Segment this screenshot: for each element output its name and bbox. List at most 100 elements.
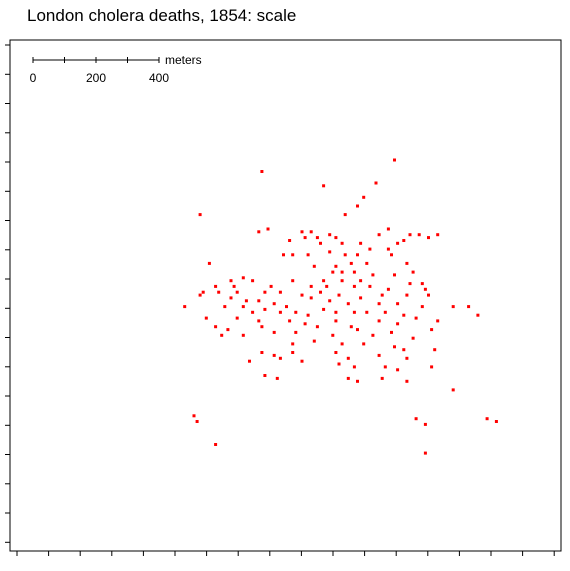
death-point <box>223 305 227 309</box>
death-point <box>183 305 187 309</box>
death-point <box>451 305 455 309</box>
death-point <box>266 227 270 231</box>
death-point <box>380 376 384 380</box>
death-point <box>411 336 415 340</box>
death-point <box>217 290 221 294</box>
death-point <box>263 307 267 311</box>
death-point <box>371 273 375 277</box>
death-point <box>340 270 344 274</box>
death-point <box>291 342 295 346</box>
death-point <box>251 310 255 314</box>
death-point <box>430 365 434 369</box>
death-point <box>207 261 211 265</box>
death-point <box>337 362 341 366</box>
death-point <box>257 319 261 323</box>
death-point <box>272 353 276 357</box>
death-point <box>408 233 412 237</box>
death-point <box>365 261 369 265</box>
chart-title: London cholera deaths, 1854: scale <box>27 6 297 25</box>
death-point <box>433 348 437 352</box>
death-point <box>346 356 350 360</box>
death-point <box>192 414 196 418</box>
death-point <box>377 302 381 306</box>
death-point <box>349 261 353 265</box>
death-point <box>352 284 356 288</box>
death-point <box>260 170 264 173</box>
death-point <box>300 230 304 234</box>
death-point <box>414 316 418 320</box>
death-point <box>235 290 239 294</box>
death-point <box>352 310 356 314</box>
death-point <box>294 330 298 334</box>
death-point <box>368 247 372 251</box>
death-point <box>396 322 400 326</box>
death-point <box>346 376 350 380</box>
death-point <box>377 233 381 237</box>
death-point <box>315 236 319 240</box>
death-point <box>352 365 356 369</box>
death-point <box>269 284 273 288</box>
death-point <box>322 307 326 311</box>
death-point <box>294 310 298 314</box>
death-point <box>235 316 239 320</box>
death-point <box>393 158 396 162</box>
death-point <box>356 379 359 383</box>
death-point <box>220 333 224 337</box>
death-point <box>368 284 372 288</box>
death-point <box>251 279 255 283</box>
death-point <box>405 379 409 383</box>
death-point <box>309 230 313 234</box>
death-point <box>334 310 338 314</box>
death-point <box>337 293 341 297</box>
death-point <box>340 279 344 283</box>
scale-tick-label-400: 400 <box>149 71 169 85</box>
death-point <box>374 181 378 185</box>
death-point <box>328 250 332 254</box>
death-point <box>408 282 412 286</box>
death-point <box>260 351 264 354</box>
death-point <box>334 319 338 323</box>
death-point <box>263 374 267 377</box>
death-point <box>312 339 316 343</box>
death-point <box>263 290 267 294</box>
death-point <box>362 342 366 346</box>
death-point <box>198 213 202 217</box>
scale-tick-label-0: 0 <box>30 71 37 85</box>
death-point <box>420 282 424 286</box>
death-point <box>322 184 326 188</box>
death-point <box>288 319 292 323</box>
death-point <box>402 313 406 317</box>
scale-bar: meters 0 200 400 <box>30 53 202 85</box>
death-point <box>278 356 282 360</box>
death-point <box>300 359 304 363</box>
data-points <box>183 158 498 455</box>
death-point <box>214 284 218 288</box>
death-point <box>346 302 350 306</box>
death-point <box>386 247 390 251</box>
death-point <box>229 296 233 300</box>
death-point <box>380 293 384 297</box>
death-point <box>195 420 199 423</box>
death-point <box>340 342 344 346</box>
death-point <box>396 302 400 306</box>
death-point <box>405 261 409 265</box>
death-point <box>494 420 498 423</box>
death-point <box>405 293 409 297</box>
death-point <box>291 279 295 283</box>
death-point <box>390 253 393 257</box>
death-point <box>377 319 381 323</box>
x-axis-ticks <box>16 551 555 556</box>
death-point <box>383 365 387 369</box>
death-point <box>331 333 335 337</box>
death-point <box>356 328 359 332</box>
death-point <box>405 356 409 360</box>
death-point <box>362 195 366 199</box>
death-point <box>359 241 363 245</box>
death-point <box>319 290 322 294</box>
death-point <box>423 451 427 455</box>
death-point <box>340 241 344 245</box>
death-point <box>386 227 390 231</box>
death-point <box>334 236 338 240</box>
death-point <box>214 325 218 329</box>
